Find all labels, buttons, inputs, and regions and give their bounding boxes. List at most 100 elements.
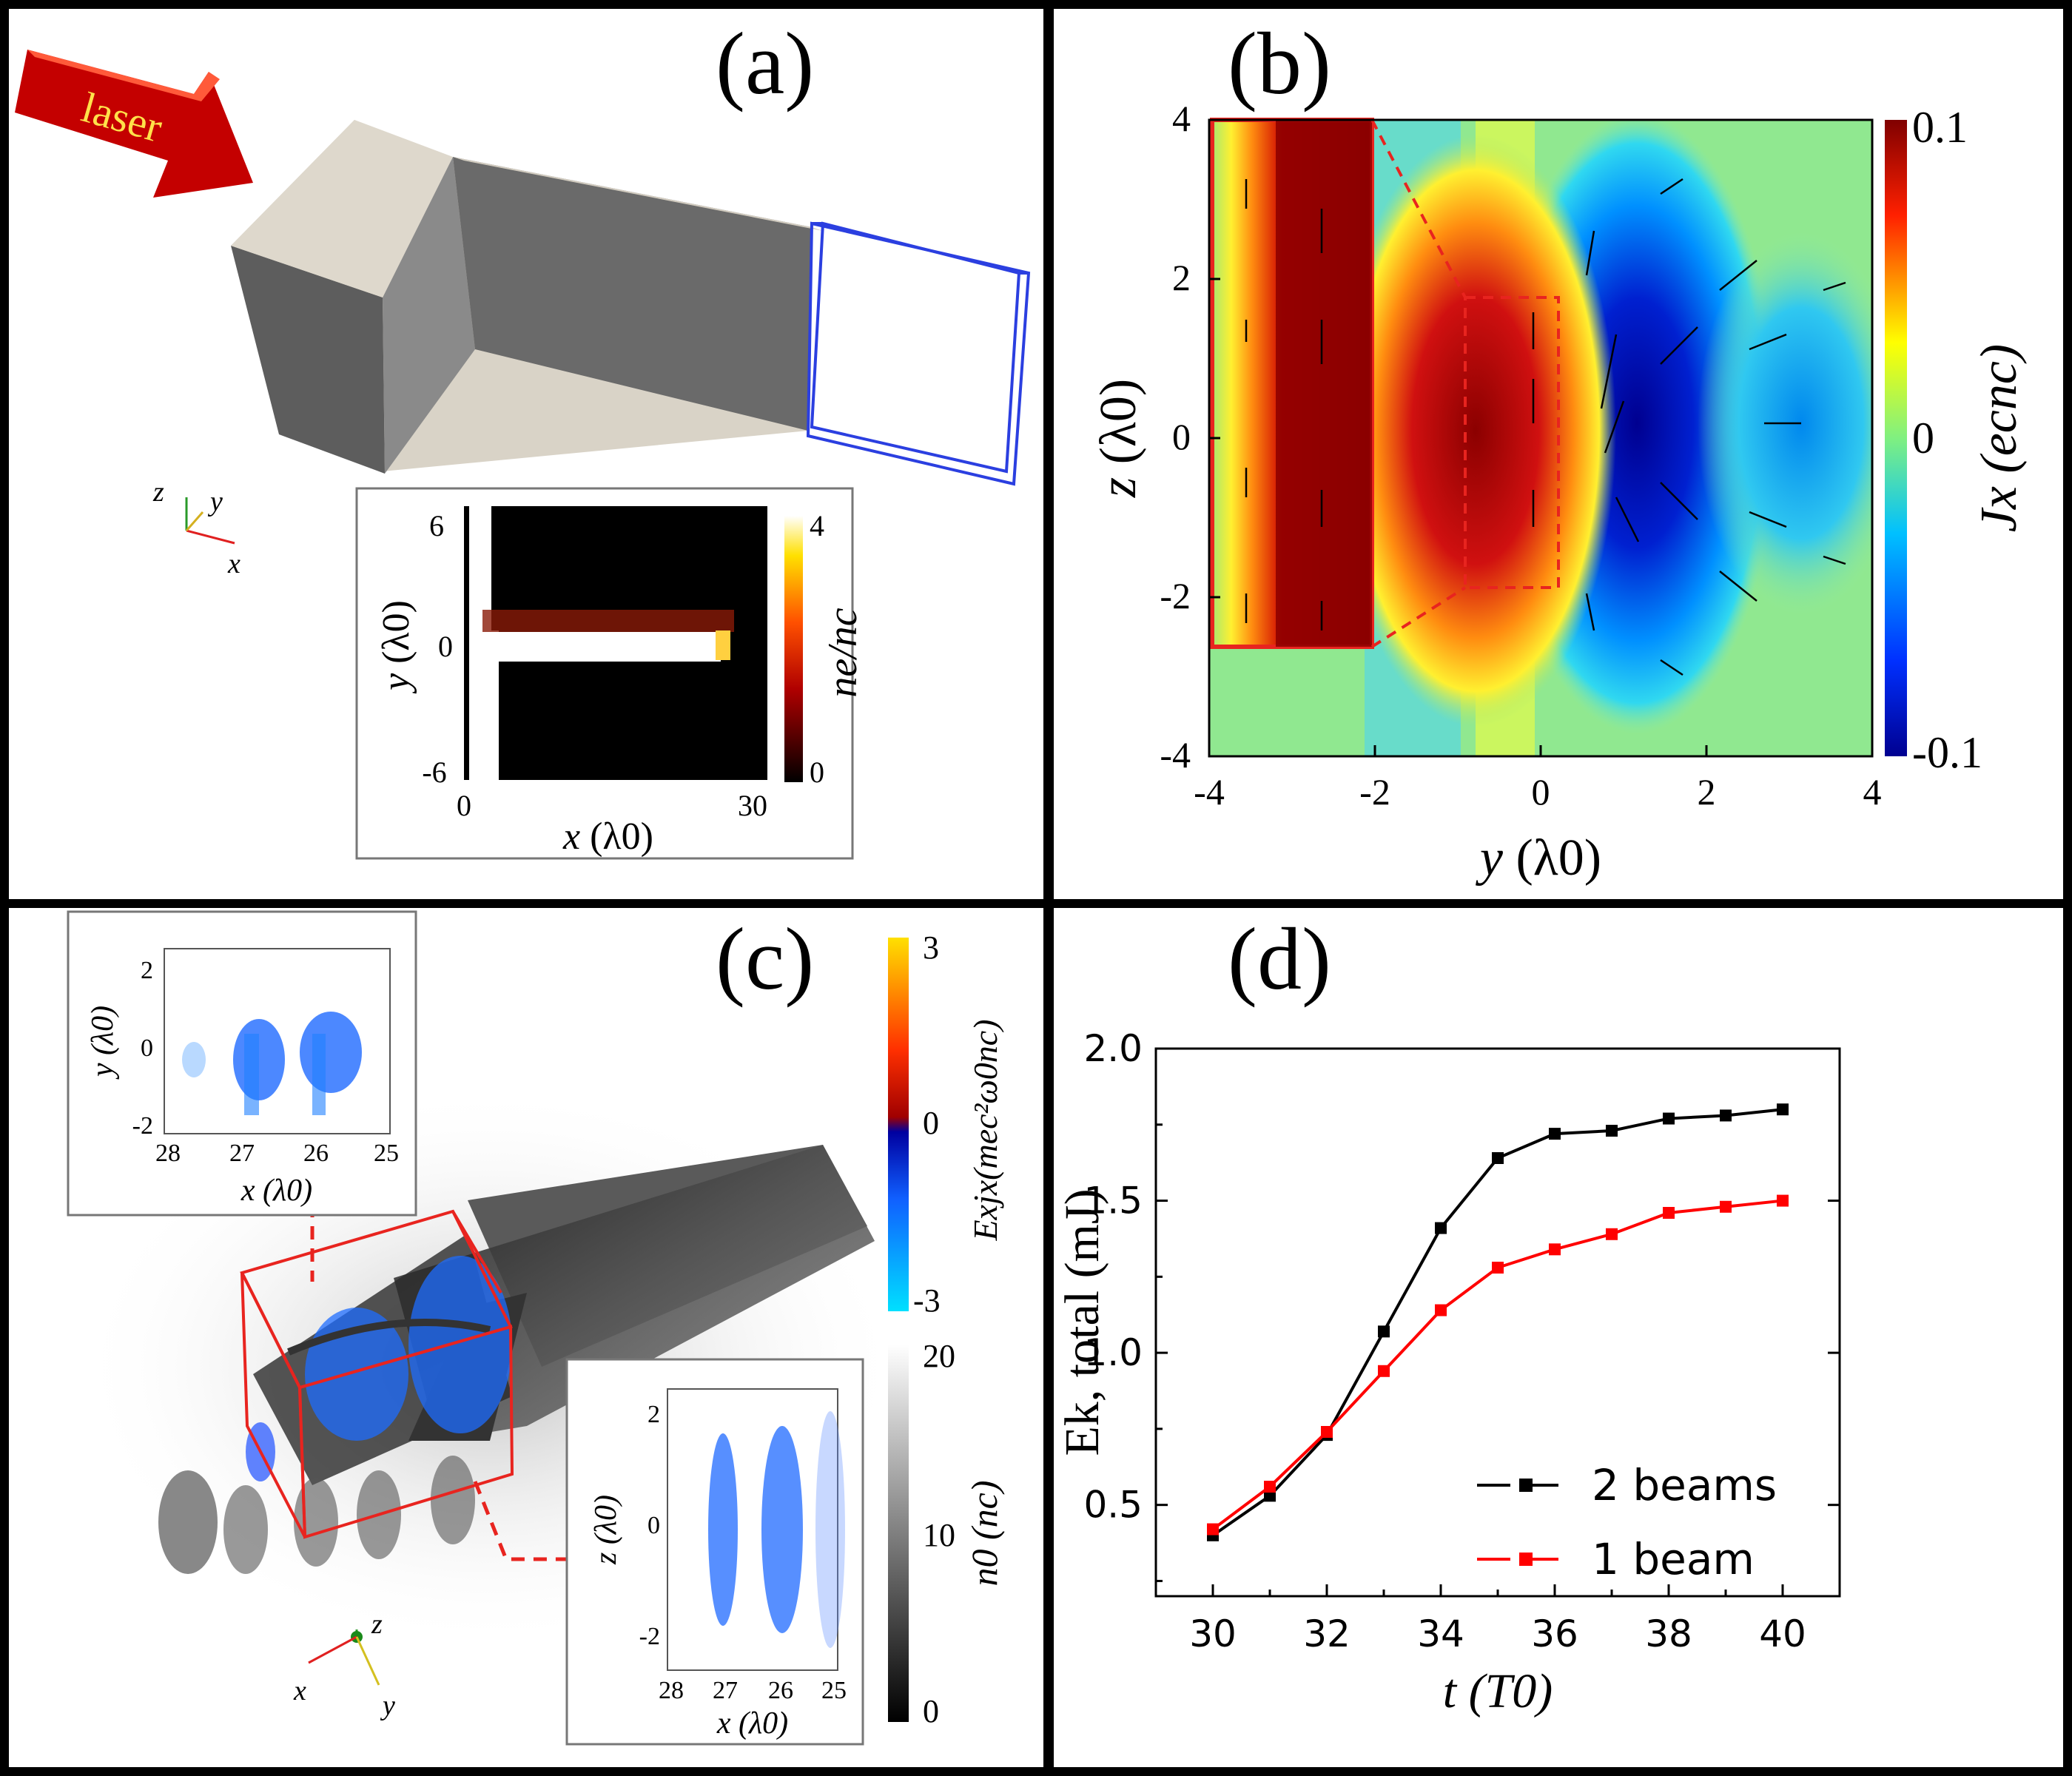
panel-b: (b): [1054, 9, 2063, 899]
axis-y-label: y: [380, 1690, 395, 1721]
x-axis-label: t (T0): [1443, 1664, 1553, 1718]
ytick: -2: [1160, 575, 1191, 616]
xtick: 0: [1532, 771, 1550, 813]
y-tick-label: 2.0: [1083, 1027, 1143, 1070]
axis-x-label: x: [293, 1675, 306, 1706]
data-point: [1720, 1109, 1732, 1122]
legend: 2 beams 1 beam: [1477, 1460, 1777, 1584]
target-block: [231, 120, 823, 474]
y-axis-label: Ek, total (mJ): [1055, 1188, 1109, 1456]
data-point: [1549, 1128, 1561, 1140]
y-tick-label: 0.5: [1083, 1484, 1143, 1527]
cbar1-tick: -3: [913, 1282, 941, 1319]
data-point: [1663, 1112, 1675, 1125]
panel-a-figure: laser z y x: [15, 50, 1031, 860]
inset-a-cbar-tick: 0: [810, 756, 824, 789]
colorbar: [1885, 120, 1907, 756]
cbar-tick: -0.1: [1912, 728, 1982, 777]
axis-triad: z y x: [152, 477, 240, 579]
panel-b-label: (b): [1228, 14, 1331, 112]
inset-bottom-xlabel: x (λ0): [716, 1706, 788, 1740]
x-tick-label: 38: [1645, 1612, 1692, 1655]
inset-top-ytick: -2: [132, 1112, 153, 1140]
inset-top-xtick: 27: [229, 1140, 255, 1167]
ytick: -4: [1160, 734, 1191, 776]
pointer-line: [473, 1481, 571, 1561]
blue-box: [806, 221, 1031, 486]
inset-bottom: 2 0 -2 28 27 26 25 x (λ0) z (λ0): [565, 1358, 864, 1746]
axis-triad-c: z x y: [293, 1609, 395, 1721]
axis-x-label: x: [227, 548, 240, 579]
inset-a-ytick: 6: [429, 509, 444, 542]
y-tick-label: 1.0: [1083, 1331, 1143, 1374]
inset-top-ytick: 2: [141, 957, 153, 984]
cbar-label: Jx (ecnc): [1971, 344, 2028, 532]
data-point: [1492, 1262, 1504, 1274]
inset-bottom-ylabel: z (λ0): [589, 1495, 623, 1565]
series-group: [1207, 1103, 1789, 1541]
inset-bottom-ytick: 2: [648, 1401, 660, 1428]
x-tick-label: 34: [1417, 1612, 1464, 1655]
panel-a: (a) laser z y: [9, 9, 1043, 899]
xtick: 4: [1863, 771, 1882, 813]
data-point: [1606, 1228, 1618, 1240]
legend-label: 2 beams: [1592, 1460, 1777, 1510]
cbar1-tick: 3: [923, 929, 939, 966]
xtick: -2: [1359, 771, 1390, 813]
cbar1-label: Exjx(mec²ω0nc): [966, 1019, 1004, 1241]
colorbar-exjx: [888, 938, 909, 1311]
inset-a-xtick: 30: [738, 789, 767, 822]
inset-bottom-xtick: 28: [659, 1677, 684, 1704]
panel-a-label: (a): [716, 14, 815, 112]
cbar2-label: n0 (nc): [963, 1481, 1005, 1587]
data-point: [1264, 1490, 1276, 1502]
ytick: 2: [1172, 257, 1191, 298]
cbar2-tick: 20: [923, 1338, 955, 1374]
tick-group: 30 32 34 36 38 40 0.5 1.0 1.5 2.0: [1083, 1027, 1840, 1655]
legend-marker: [1519, 1553, 1533, 1566]
inset-a-cbar-label: ne/nc: [820, 608, 866, 697]
inset-a-xtick: 0: [457, 789, 471, 822]
x-tick-label: 30: [1189, 1612, 1237, 1655]
x-tick-label: 36: [1531, 1612, 1578, 1655]
panel-c: (c): [9, 908, 1043, 1767]
laser-arrow: laser: [15, 50, 253, 198]
cbar-tick: 0: [1912, 414, 1934, 462]
data-point: [1549, 1243, 1561, 1256]
panel-c-label: (c): [716, 909, 815, 1008]
data-point: [1435, 1304, 1447, 1316]
data-point: [1720, 1200, 1732, 1213]
data-point: [1378, 1325, 1390, 1338]
xtick: 2: [1698, 771, 1716, 813]
data-point: [1777, 1194, 1789, 1207]
data-point: [1321, 1426, 1333, 1438]
inset-bottom-xtick: 25: [821, 1677, 847, 1704]
axis-y-label: y: [207, 486, 223, 517]
xlabel: y (λ0): [1476, 830, 1601, 887]
inset-bottom-ytick: 0: [648, 1512, 660, 1539]
inset-top-ylabel: y (λ0): [86, 1006, 120, 1080]
inset-a-ytick: 0: [438, 630, 453, 663]
data-point: [1606, 1125, 1618, 1137]
inset-bottom-xtick: 27: [713, 1677, 738, 1704]
inset-a-xlabel: x (λ0): [562, 815, 653, 858]
red-box: [240, 1209, 514, 1539]
inset-top-xtick: 26: [303, 1140, 329, 1167]
panel-d: (d) 30 32 34 36 38 40 0.5 1.0 1.5 2.0 t (T0) Ek, …: [1054, 908, 2063, 1767]
inset-top-xtick: 25: [374, 1140, 399, 1167]
ytick: 4: [1172, 98, 1191, 139]
legend-marker: [1519, 1479, 1533, 1492]
panel-c-figure: 2 0 -2 28 27 26 25 x (λ0) y (λ0) 2 0 -2 …: [67, 910, 1005, 1746]
inset-a-ytick: -6: [422, 756, 446, 789]
axis-z-label: z: [152, 477, 164, 508]
data-point: [1435, 1222, 1447, 1234]
inset-top-xtick: 28: [155, 1140, 181, 1167]
data-point: [1777, 1103, 1789, 1116]
legend-label: 1 beam: [1592, 1534, 1755, 1584]
cbar2-tick: 0: [923, 1693, 939, 1729]
inset-top: 2 0 -2 28 27 26 25 x (λ0) y (λ0): [67, 910, 417, 1217]
data-point: [1207, 1523, 1219, 1536]
inset-top-ytick: 0: [141, 1035, 153, 1062]
ylabel: z (λ0): [1090, 379, 1147, 498]
axis-z-label: z: [371, 1609, 383, 1640]
